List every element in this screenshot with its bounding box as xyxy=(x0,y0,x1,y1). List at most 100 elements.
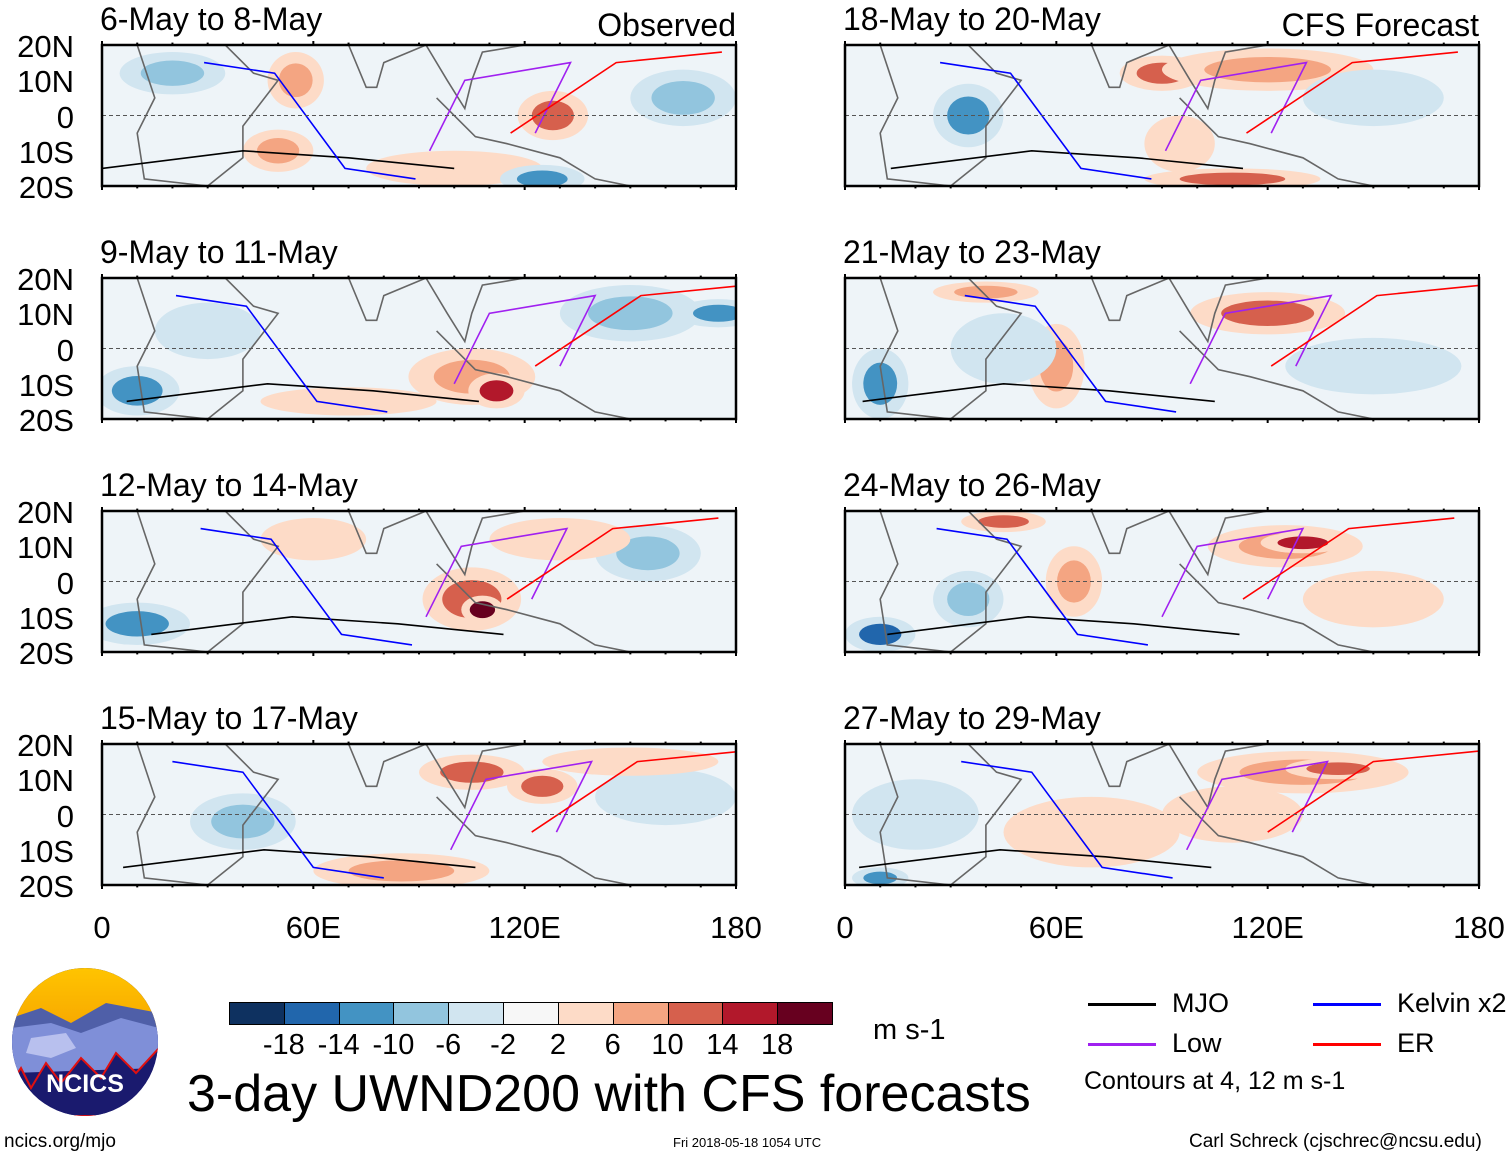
wind-anomaly-shading xyxy=(295,392,402,410)
colorbar-label: -14 xyxy=(317,1029,360,1061)
wind-anomaly-shading xyxy=(978,515,1029,528)
longitude-label: 180 xyxy=(1453,910,1505,945)
colorbar-swatch xyxy=(667,1002,724,1025)
latitude-label: 0 xyxy=(56,798,74,834)
latitude-label: 10N xyxy=(17,64,74,100)
colorbar-swatch xyxy=(338,1002,395,1025)
colorbar-label: -6 xyxy=(435,1029,462,1061)
wave-contour xyxy=(453,294,597,385)
longitude-label: 180 xyxy=(710,910,762,945)
wind-anomaly-shading xyxy=(278,63,313,98)
wind-anomaly-shading xyxy=(516,170,568,186)
wind-anomaly-shading xyxy=(971,327,1036,370)
latitude-label: 0 xyxy=(56,99,74,135)
wind-anomaly-shading xyxy=(111,375,163,406)
wind-anomaly-shading xyxy=(105,611,169,637)
wind-anomaly-shading xyxy=(859,623,902,645)
latitude-label: 20S xyxy=(18,636,74,671)
colorbar-label: -18 xyxy=(262,1029,305,1061)
colorbar-swatch xyxy=(503,1002,559,1025)
panel-title: 6-May to 8-May xyxy=(100,1,323,37)
wind-anomaly-shading xyxy=(1038,810,1145,854)
colorbar-swatch xyxy=(448,1002,505,1025)
map-panel xyxy=(843,41,1481,190)
wave-contour xyxy=(1270,284,1479,367)
panel-title: 21-May to 23-May xyxy=(843,234,1101,270)
ncics-logo-icon: NCICS xyxy=(12,968,158,1116)
colorbar-swatch xyxy=(283,1002,340,1025)
wave-contour xyxy=(175,294,388,413)
colorbar-label: 14 xyxy=(706,1029,739,1061)
footer-url[interactable]: ncics.org/mjo xyxy=(4,1131,116,1152)
wind-anomaly-shading xyxy=(440,761,504,783)
longitude-label: 120E xyxy=(488,910,561,945)
latitude-label: 10N xyxy=(17,763,74,799)
latitude-label: 10N xyxy=(17,530,74,566)
wind-anomaly-shading xyxy=(954,285,1018,299)
wave-contour xyxy=(939,61,1152,180)
wave-contour xyxy=(534,285,736,367)
wave-contour xyxy=(203,61,416,180)
wind-anomaly-shading xyxy=(140,60,205,86)
wind-anomaly-shading xyxy=(1057,560,1091,603)
latitude-label: 10S xyxy=(18,833,74,869)
latitude-label: 20S xyxy=(18,403,74,438)
legend-line xyxy=(1313,1003,1381,1006)
latitude-label: 0 xyxy=(56,332,74,368)
longitude-label: 120E xyxy=(1231,910,1304,945)
footer-timestamp: Fri 2018-05-18 1054 UTC xyxy=(673,1135,822,1150)
latitude-label: 20N xyxy=(17,29,74,64)
wave-contour xyxy=(1242,517,1455,600)
panel-title: 9-May to 11-May xyxy=(100,234,338,270)
legend-label: MJO xyxy=(1172,988,1229,1018)
colorbar-label: 10 xyxy=(651,1029,684,1061)
wind-anomaly-shading xyxy=(1158,126,1201,161)
wave-contour xyxy=(964,294,1177,413)
wave-contour xyxy=(506,517,719,600)
wind-anomaly-shading xyxy=(1331,582,1416,617)
wave-contour xyxy=(200,527,413,646)
wave-contour xyxy=(510,51,722,134)
wind-anomaly-shading xyxy=(588,296,673,331)
wave-contour xyxy=(887,615,1240,636)
legend-label: Low xyxy=(1172,1028,1222,1058)
panel-title: 24-May to 26-May xyxy=(843,467,1101,503)
latitude-label: 20S xyxy=(18,170,74,205)
wave-contour xyxy=(1246,51,1458,134)
longitude-label: 0 xyxy=(93,910,111,945)
colorbar-swatch xyxy=(722,1002,779,1025)
wave-contour xyxy=(425,527,569,618)
wind-anomaly-shading xyxy=(256,138,300,164)
colorbar-label: 2 xyxy=(549,1029,566,1061)
wind-anomaly-shading xyxy=(947,582,990,617)
wind-anomaly-shading xyxy=(479,380,514,402)
colorbar-label: 18 xyxy=(761,1029,794,1061)
longitude-label: 60E xyxy=(285,910,341,945)
wave-contour xyxy=(936,527,1149,646)
colorbar-swatch xyxy=(393,1002,450,1025)
latitude-label: 10S xyxy=(18,367,74,403)
map-panel xyxy=(843,507,1481,656)
wave-contour xyxy=(1267,750,1479,833)
colorbar-label: 6 xyxy=(604,1029,621,1061)
colorbar-swatch xyxy=(777,1002,833,1025)
wind-anomaly-shading xyxy=(947,96,990,135)
map-panel xyxy=(843,274,1481,423)
map-panel xyxy=(100,274,738,423)
wave-contour xyxy=(859,848,1212,869)
longitude-label: 0 xyxy=(836,910,854,945)
wave-contour xyxy=(151,615,504,636)
wind-anomaly-shading xyxy=(693,304,736,322)
colorbar-label: -10 xyxy=(372,1029,415,1061)
wind-anomaly-shading xyxy=(1331,80,1416,115)
wave-contour xyxy=(1189,294,1333,385)
colorbar-label: -2 xyxy=(490,1029,516,1061)
latitude-label: 20N xyxy=(17,495,74,530)
panel-title: 18-May to 20-May xyxy=(843,1,1101,37)
colorbar-swatch xyxy=(557,1002,614,1025)
wind-anomaly-shading xyxy=(577,753,684,771)
map-panel xyxy=(100,507,738,656)
wind-anomaly-shading xyxy=(863,362,898,405)
latitude-label: 10S xyxy=(18,134,74,170)
